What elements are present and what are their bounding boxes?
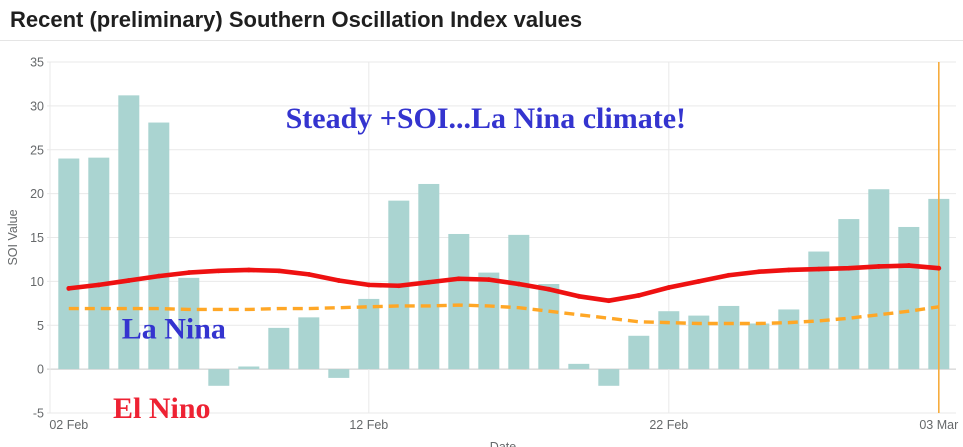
daily-soi-bar	[238, 366, 260, 370]
soi-trend-point	[936, 265, 942, 271]
y-tick-label: -5	[33, 407, 44, 421]
soi-trend-point	[336, 278, 342, 283]
daily-soi-bar	[598, 369, 620, 386]
soi-average-line-orange	[68, 303, 940, 326]
daily-soi-bar	[58, 158, 80, 370]
soi-trend-point	[396, 283, 402, 289]
soi-trend-point	[486, 277, 492, 283]
x-axis-title: Date	[490, 440, 516, 447]
soi-trend-point	[636, 293, 642, 298]
y-axis-title: SOI Value	[6, 209, 20, 265]
soi-trend-point	[816, 266, 822, 272]
y-tick-label: 0	[37, 363, 44, 377]
soi-trend-point	[66, 285, 72, 291]
x-tick-label: 12 Feb	[349, 418, 388, 432]
soi-trend-point	[156, 273, 162, 279]
daily-soi-bar	[868, 189, 890, 370]
soi-trend-point	[96, 282, 102, 288]
soi-trend-point	[216, 268, 222, 274]
soi-trend-point	[906, 263, 912, 268]
soi-trend-point	[846, 265, 852, 271]
soi-trend-point	[666, 285, 672, 290]
soi-trend-line-markers	[66, 263, 942, 304]
soi-trend-point	[756, 269, 762, 275]
daily-soi-bar	[898, 226, 920, 370]
soi-trend-point	[126, 278, 132, 283]
soi-trend-point	[576, 293, 582, 299]
x-tick-label: 03 Mar	[919, 418, 958, 432]
soi-trend-point	[696, 278, 702, 284]
daily-soi-bar	[358, 298, 380, 370]
page-title: Recent (preliminary) Southern Oscillatio…	[10, 7, 583, 32]
daily-soi-bar	[328, 369, 350, 378]
daily-soi-bar	[268, 327, 290, 370]
soi-trend-point	[366, 282, 372, 288]
soi-trend-point	[186, 270, 192, 275]
y-tick-label: 10	[30, 275, 44, 289]
axis-tick-labels: -5 0 5 10 15 20 25 30 35 02 Feb 12 Feb 22 Feb 03 Mar	[30, 56, 958, 433]
page-header: Recent (preliminary) Southern Oscillatio…	[0, 0, 963, 41]
daily-soi-bars	[58, 95, 950, 386]
daily-soi-bar	[118, 95, 140, 370]
daily-soi-bar	[88, 157, 110, 370]
daily-soi-bar	[298, 317, 320, 370]
soi-trend-point	[546, 286, 552, 292]
annotation-1: La Nina	[122, 312, 226, 345]
annotation-2: El Nino	[113, 392, 211, 425]
soi-trend-point	[276, 268, 282, 274]
daily-soi-bar	[778, 309, 800, 370]
x-tick-label: 22 Feb	[649, 418, 688, 432]
soi-trend-point	[786, 267, 792, 273]
soi-trend-point	[516, 281, 522, 287]
daily-soi-bar	[688, 315, 710, 370]
daily-soi-bar	[808, 251, 830, 370]
daily-soi-bar	[508, 234, 530, 370]
x-tick-label: 02 Feb	[49, 418, 88, 432]
y-tick-label: 35	[30, 56, 44, 70]
soi-trend-point	[246, 267, 252, 273]
soi-trend-line-red	[66, 263, 942, 303]
daily-soi-bar	[658, 311, 680, 370]
soi-trend-point	[726, 272, 732, 278]
y-tick-label: 30	[30, 99, 44, 113]
daily-soi-bar	[478, 272, 500, 370]
soi-trend-point	[876, 264, 882, 269]
daily-soi-bar	[448, 233, 470, 370]
daily-soi-bar	[538, 284, 560, 370]
soi-trend-point	[456, 276, 462, 282]
soi-trend-point	[606, 298, 612, 304]
daily-soi-bar	[748, 323, 770, 370]
daily-soi-bar	[568, 363, 590, 370]
soi-trend-point	[426, 279, 432, 285]
y-tick-label: 15	[30, 231, 44, 245]
annotation-0: Steady +SOI...La Nina climate!	[286, 102, 686, 135]
y-tick-label: 5	[37, 319, 44, 333]
y-tick-label: 20	[30, 187, 44, 201]
soi-trend-point	[306, 271, 312, 277]
daily-soi-bar	[628, 335, 650, 370]
daily-soi-bar	[178, 277, 200, 370]
daily-soi-bar	[418, 183, 440, 370]
y-tick-label: 25	[30, 143, 44, 157]
daily-soi-bar	[208, 369, 230, 386]
daily-soi-bar	[718, 305, 740, 370]
daily-soi-bar	[838, 219, 860, 370]
